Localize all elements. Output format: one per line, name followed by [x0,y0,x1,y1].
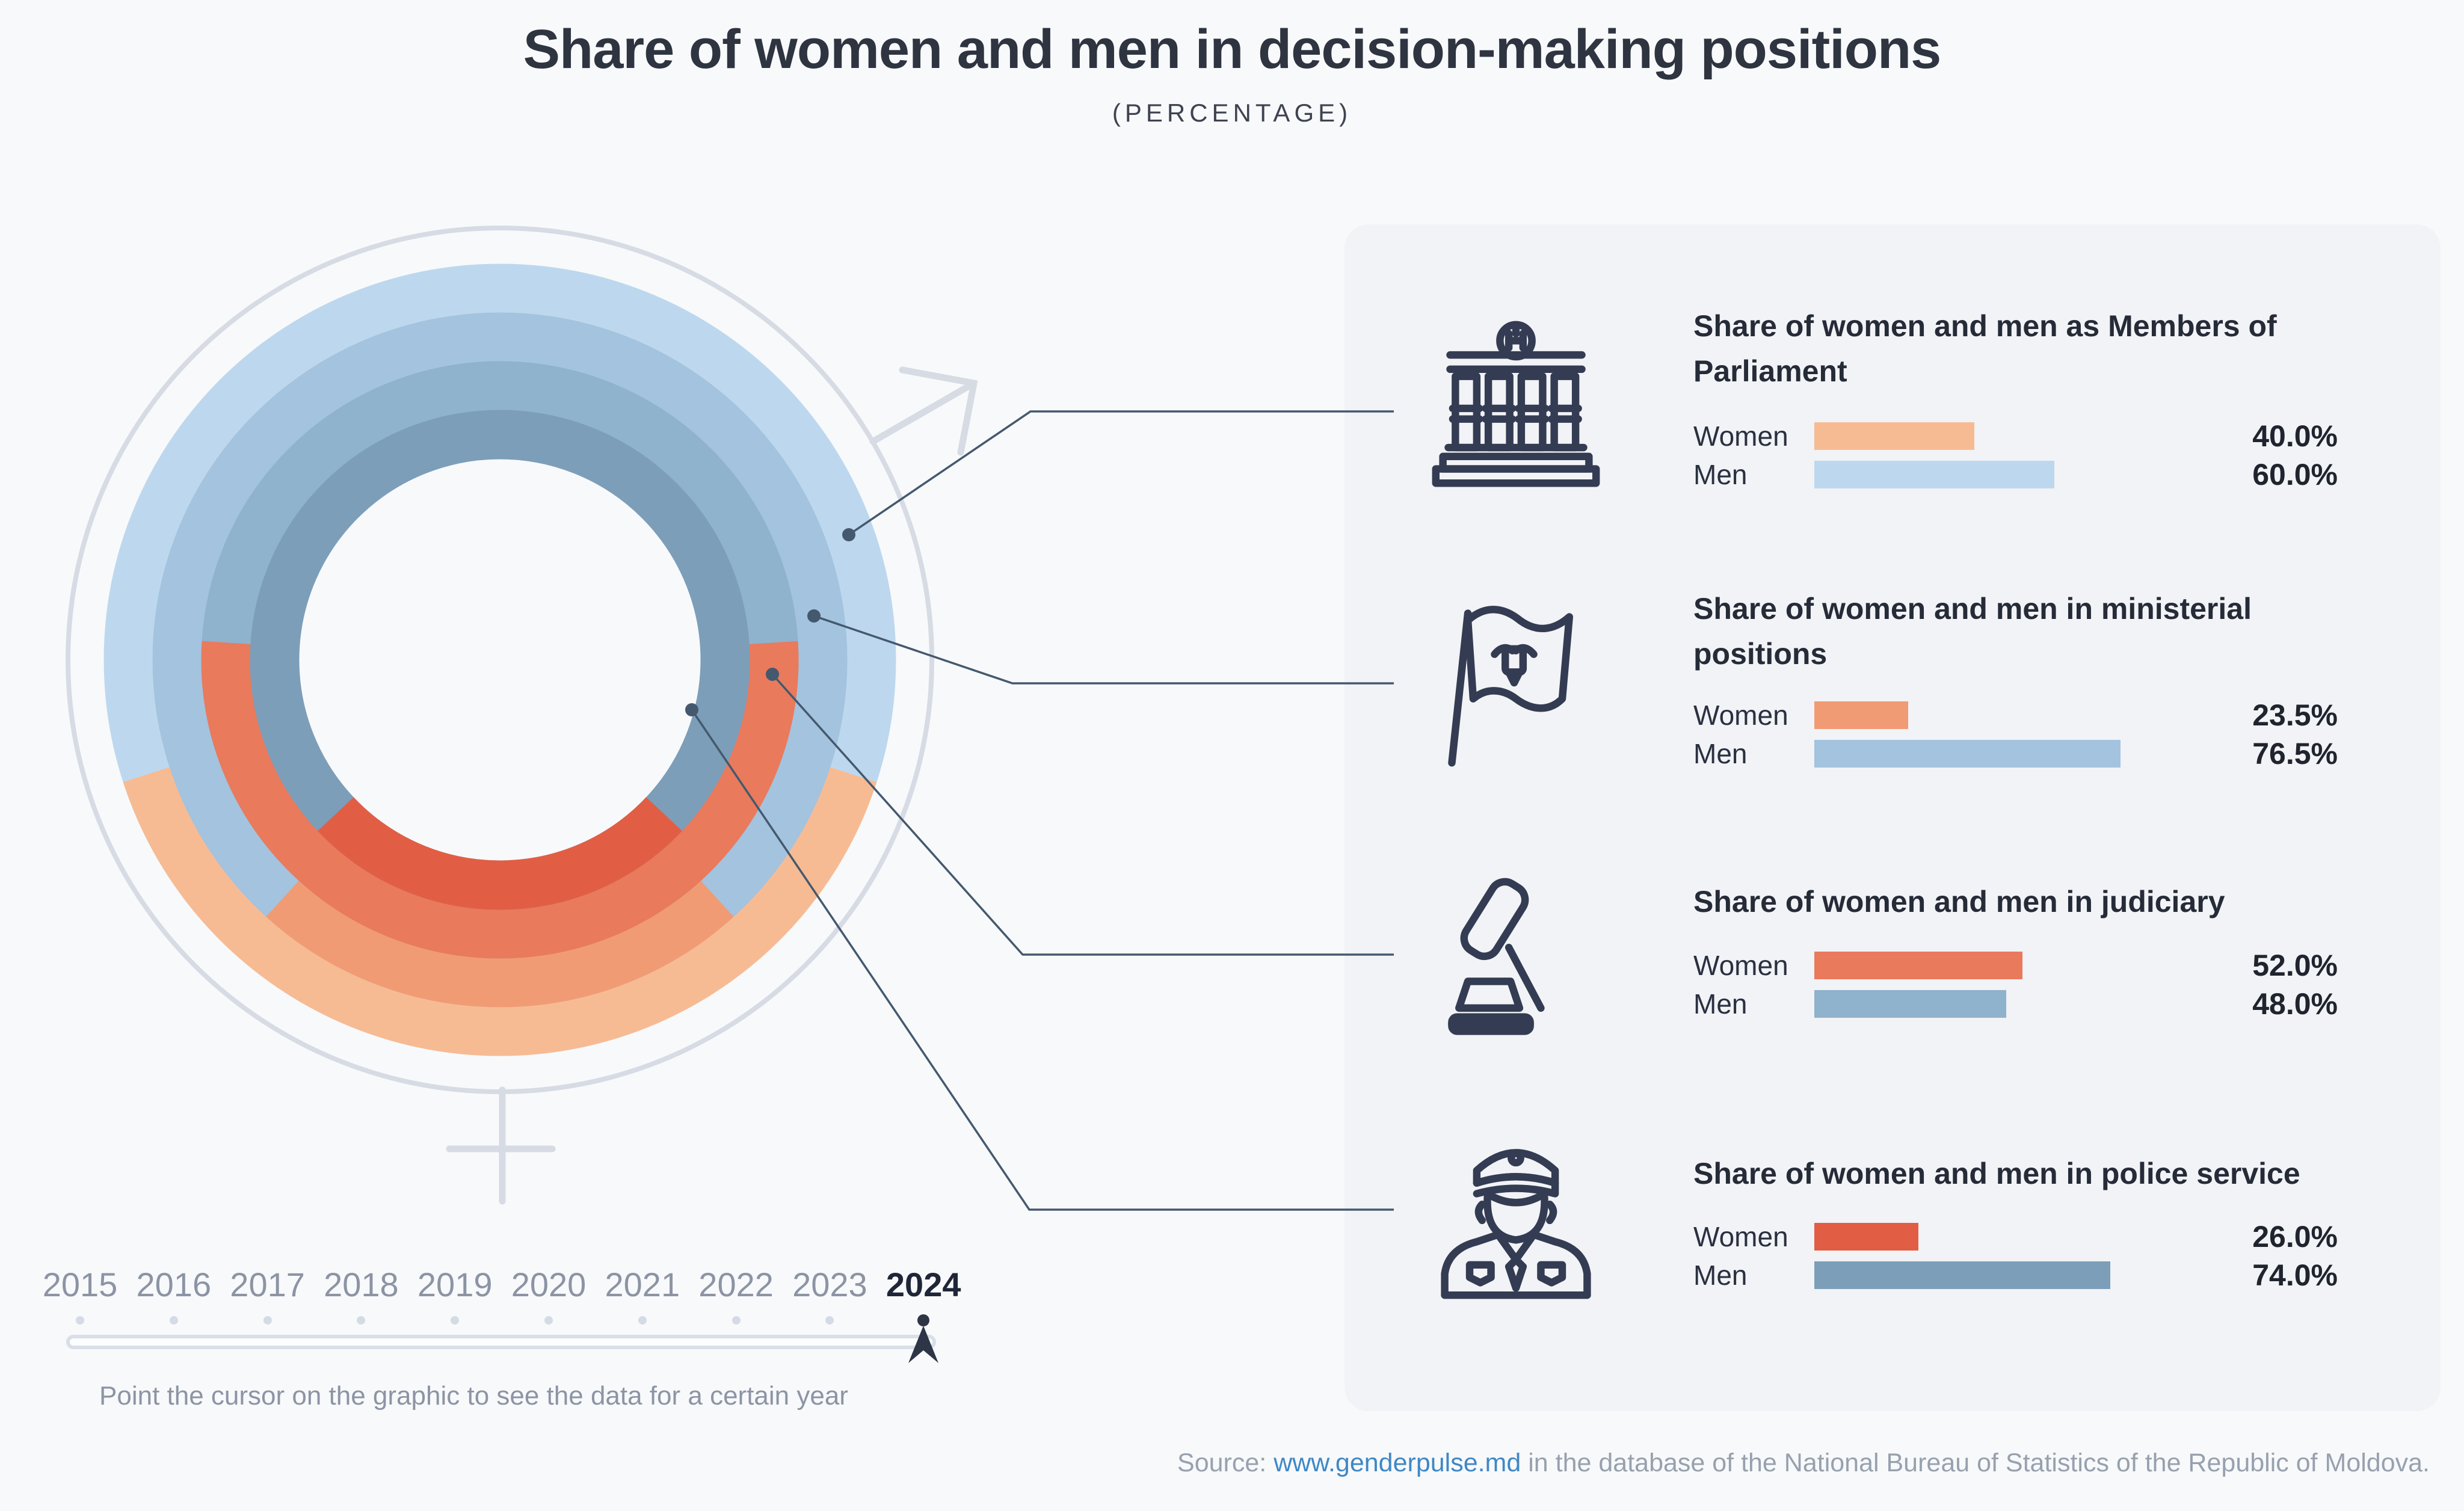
year-dot-2022[interactable] [732,1316,741,1325]
men-label: Men [1693,988,1748,1020]
year-dot-2017[interactable] [263,1316,272,1325]
men-bar [1814,1261,2110,1289]
section-title-ministerial: Share of women and men in ministerial po… [1693,592,2252,671]
section-title-judiciary: Share of women and men in judiciary [1693,885,2225,919]
women-bar [1814,422,1974,450]
year-dot-2023[interactable] [825,1316,834,1325]
women-bar [1814,701,1908,729]
year-slider-track[interactable] [66,1335,936,1349]
women-bar [1814,952,2022,979]
year-label-2016[interactable]: 2016 [136,1266,212,1303]
year-dot-2021[interactable] [638,1316,647,1325]
year-label-2018[interactable]: 2018 [324,1266,399,1303]
ring-women-1 [152,312,848,1008]
gavel-icon [1427,869,1605,1047]
year-label-2015[interactable]: 2015 [42,1266,118,1303]
source-line: Source: www.genderpulse.md in the databa… [1177,1448,2430,1478]
women-label: Women [1693,700,1788,731]
year-dot-2020[interactable] [544,1316,553,1325]
women-label: Women [1693,420,1788,452]
men-value: 48.0% [2252,987,2338,1021]
parliament-building-icon [1427,316,1605,494]
year-label-2022[interactable]: 2022 [698,1266,774,1303]
year-dot-2015[interactable] [76,1316,84,1325]
men-bar [1814,461,2054,488]
section-title-police: Share of women and men in police service [1693,1157,2300,1190]
men-label: Men [1693,1260,1748,1291]
year-dot-2016[interactable] [169,1316,178,1325]
women-value: 52.0% [2252,949,2338,982]
men-label: Men [1693,738,1748,769]
timeline-hint: Point the cursor on the graphic to see t… [99,1381,848,1411]
gender-symbol-icon [66,226,978,1205]
page-title: Share of women and men in decision-makin… [523,19,1942,80]
year-label-2019[interactable]: 2019 [417,1266,493,1303]
women-bar [1814,1223,1918,1251]
women-value: 40.0% [2252,419,2338,453]
year-dot-2019[interactable] [451,1316,460,1325]
year-label-2024[interactable]: 2024 [886,1266,961,1303]
year-dot-2024[interactable] [917,1314,930,1326]
year-label-2020[interactable]: 2020 [511,1266,587,1303]
men-value: 76.5% [2252,737,2338,771]
callout-lines [685,410,1394,1211]
women-value: 26.0% [2252,1220,2338,1254]
ring-women-2 [201,361,799,959]
men-value: 74.0% [2252,1258,2338,1292]
source-link[interactable]: www.genderpulse.md [1274,1448,1521,1477]
year-label-2021[interactable]: 2021 [605,1266,680,1303]
year-label-2023[interactable]: 2023 [792,1266,867,1303]
women-label: Women [1693,1221,1788,1252]
women-value: 23.5% [2252,698,2338,732]
page-subtitle: (PERCENTAGE) [1112,99,1352,127]
source-rest: in the database of the National Bureau o… [1521,1448,2430,1477]
men-bar [1814,990,2006,1018]
year-dot-2018[interactable] [357,1316,366,1325]
source-label: Source: [1177,1448,1274,1477]
men-value: 60.0% [2252,458,2338,491]
donut-rings[interactable] [32,192,968,1128]
year-label-2017[interactable]: 2017 [230,1266,305,1303]
flag-icon [1427,595,1605,774]
women-label: Women [1693,950,1788,981]
police-officer-icon [1427,1114,1605,1313]
men-bar [1814,740,2121,768]
section-title-parliament: Share of women and men as Members of Par… [1693,309,2277,388]
ring-women-3 [250,410,750,910]
ring-women-0 [103,263,896,1056]
men-label: Men [1693,459,1748,490]
